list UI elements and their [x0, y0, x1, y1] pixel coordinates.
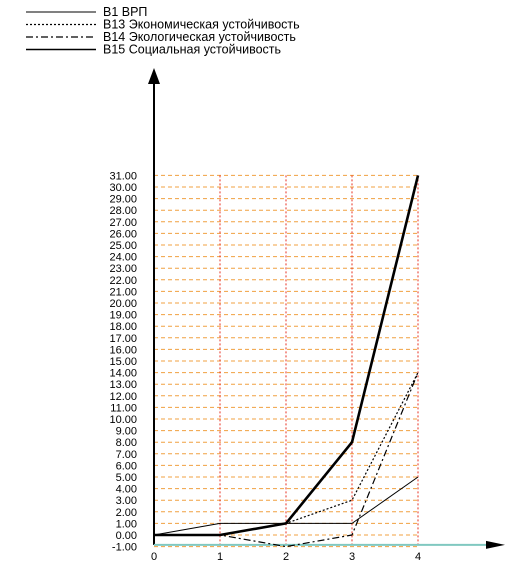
legend-label: В15 Социальная устойчивость	[103, 43, 281, 57]
y-tick-label: 31.00	[109, 170, 137, 182]
y-tick-label: 4.00	[116, 484, 137, 496]
legend-label: В14 Экологическая устойчивость	[103, 30, 296, 44]
y-tick-label: 28.00	[109, 205, 137, 217]
y-tick-label: 25.00	[109, 240, 137, 252]
y-tick-label: 24.00	[109, 252, 137, 264]
y-tick-label: 18.00	[109, 321, 137, 333]
y-tick-label: 29.00	[109, 194, 137, 206]
x-tick-label: 3	[349, 551, 355, 563]
legend-label: В1 ВРП	[103, 5, 147, 19]
y-tick-label: 27.00	[109, 217, 137, 229]
y-tick-label: 0.00	[116, 530, 137, 542]
y-tick-label: 10.00	[109, 414, 137, 426]
y-tick-label: 12.00	[109, 391, 137, 403]
y-tick-label: 1.00	[116, 518, 137, 530]
x-tick-label: 0	[151, 551, 157, 563]
x-axis-tick-labels: 0 1 2 3 4	[151, 551, 421, 563]
chart-grid	[154, 174, 419, 548]
y-tick-label: 17.00	[109, 333, 137, 345]
y-tick-label: 14.00	[109, 368, 137, 380]
y-axis-arrow-icon	[148, 68, 160, 84]
chart-series	[153, 175, 420, 548]
y-tick-label: 8.00	[116, 437, 137, 449]
y-tick-label: -1.00	[112, 542, 137, 554]
y-tick-label: 16.00	[109, 344, 137, 356]
y-tick-label: 7.00	[116, 449, 137, 461]
y-tick-label: 19.00	[109, 310, 137, 322]
y-tick-label: 13.00	[109, 379, 137, 391]
x-tick-label: 1	[217, 551, 223, 563]
y-tick-label: 9.00	[116, 426, 137, 438]
y-tick-label: 20.00	[109, 298, 137, 310]
series-line	[154, 175, 420, 537]
y-tick-label: 5.00	[116, 472, 137, 484]
x-tick-label: 4	[415, 551, 421, 563]
y-tick-label: 21.00	[109, 286, 137, 298]
series-line	[153, 476, 419, 536]
series-line	[154, 372, 419, 548]
y-tick-label: 23.00	[109, 263, 137, 275]
y-tick-label: 30.00	[109, 182, 137, 194]
y-tick-label: 3.00	[116, 495, 137, 507]
y-tick-label: 6.00	[116, 460, 137, 472]
y-tick-label: 2.00	[116, 507, 137, 519]
y-tick-label: 22.00	[109, 275, 137, 287]
legend-label: В13 Экономическая устойчивость	[103, 18, 300, 32]
x-tick-label: 2	[283, 551, 289, 563]
y-tick-label: 15.00	[109, 356, 137, 368]
y-tick-label: 26.00	[109, 228, 137, 240]
chart-axes	[148, 68, 505, 549]
y-axis-tick-labels: -1.000.001.002.003.004.005.006.007.008.0…	[109, 170, 137, 553]
y-tick-label: 11.00	[110, 402, 137, 414]
x-axis-arrow-icon	[486, 540, 505, 549]
